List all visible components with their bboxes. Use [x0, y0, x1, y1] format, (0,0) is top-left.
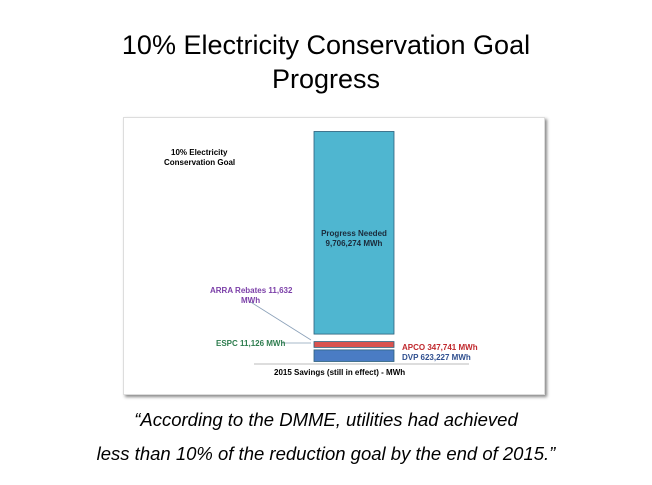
progress-label-line1: Progress Needed: [321, 229, 387, 238]
dvp-label: DVP 623,227 MWh: [402, 353, 471, 362]
bar-segment-arra-rebates: [314, 336, 394, 339]
chart-title-line2: Conservation Goal: [164, 158, 236, 167]
bar-segment-espc: [314, 339, 394, 341]
x-axis-label: 2015 Savings (still in effect) - MWh: [274, 368, 406, 377]
arra-label-line2: MWh: [241, 296, 261, 305]
progress-label-line2: 9,706,274 MWh: [325, 239, 383, 248]
chart-title-line1: 10% Electricity: [171, 148, 228, 157]
chart-frame: 10% Electricity Conservation Goal Progre…: [123, 117, 545, 395]
slide-title-line2: Progress: [271, 64, 381, 94]
bar-segment-progress-needed: [313, 131, 395, 335]
apco-label: APCO 347,741 MWh: [402, 343, 478, 352]
bar-segment-dvp: [313, 349, 395, 362]
bar-segment-apco: [313, 341, 395, 348]
arra-arrow: [248, 300, 312, 341]
slide-title-line1: 10% Electricity Conservation Goal: [121, 30, 531, 60]
quote-line2: less than 10% of the reduction goal by t…: [96, 443, 556, 464]
chart-svg: [248, 131, 469, 365]
quote-line1: “According to the DMME, utilities had ac…: [134, 409, 518, 430]
espc-label: ESPC 11,126 MWh: [216, 339, 286, 348]
arra-label-line1: ARRA Rebates 11,632: [210, 286, 293, 295]
